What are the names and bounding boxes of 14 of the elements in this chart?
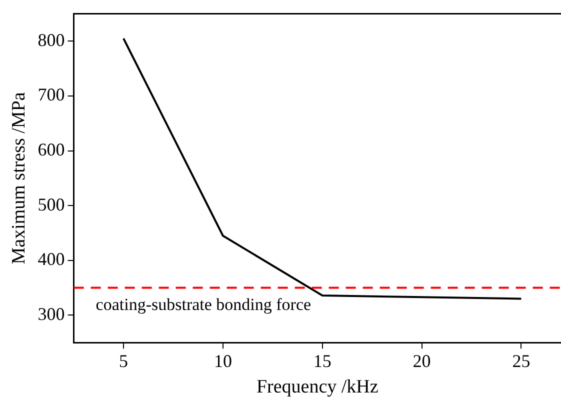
y-tick-label: 500 — [38, 194, 65, 214]
x-tick-label: 5 — [119, 351, 128, 372]
y-tick-label: 400 — [38, 249, 65, 270]
y-tick-label: 700 — [38, 84, 65, 105]
y-tick-label: 800 — [38, 30, 65, 50]
ref-line-label: coating-substrate bonding force — [96, 294, 312, 314]
x-axis-title: Frequency /kHz — [256, 376, 378, 398]
x-tick-label: 20 — [412, 351, 431, 372]
x-tick-label: 15 — [313, 351, 332, 372]
x-tick-label: 10 — [214, 351, 232, 372]
y-tick-label: 300 — [38, 304, 65, 324]
y-tick-label: 600 — [38, 140, 65, 160]
x-tick-label: 25 — [512, 351, 530, 372]
y-axis-title: Maximum stress /MPa — [8, 92, 30, 264]
